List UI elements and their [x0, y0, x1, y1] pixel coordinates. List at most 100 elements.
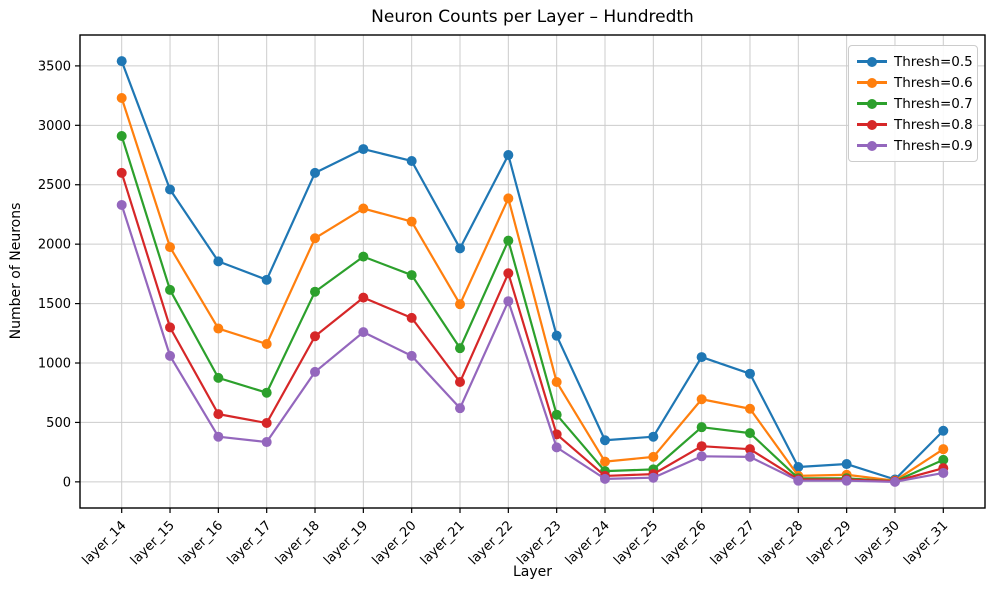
- data-point: [261, 387, 272, 398]
- x-axis-label: Layer: [512, 564, 553, 580]
- data-point: [455, 403, 466, 414]
- data-point: [551, 330, 562, 341]
- data-point: [455, 343, 466, 354]
- y-tick-label: 3000: [38, 119, 71, 134]
- data-point: [310, 233, 321, 244]
- y-tick-label: 0: [63, 475, 71, 490]
- x-tick-label: layer_31: [901, 518, 951, 568]
- data-point: [116, 167, 127, 178]
- data-point: [116, 131, 127, 142]
- data-point: [696, 352, 707, 363]
- x-tick-label: layer_22: [466, 518, 516, 568]
- x-tick-label: layer_16: [176, 518, 226, 568]
- data-point: [116, 92, 127, 103]
- x-tick-label: layer_29: [805, 518, 855, 568]
- data-point: [503, 268, 514, 279]
- x-tick-label: layer_28: [756, 518, 806, 568]
- x-tick-label: layer_17: [225, 518, 275, 568]
- data-point: [358, 292, 369, 303]
- x-tick-label: layer_20: [370, 518, 420, 568]
- data-point: [261, 274, 272, 285]
- data-point: [551, 409, 562, 420]
- x-tick-label: layer_25: [611, 518, 661, 568]
- data-point: [261, 338, 272, 349]
- x-tick-label: layer_24: [563, 518, 613, 568]
- data-point: [406, 155, 417, 166]
- legend-item: Thresh=0.5: [857, 51, 973, 72]
- data-point: [744, 368, 755, 379]
- data-point: [406, 350, 417, 361]
- data-point: [116, 199, 127, 210]
- data-point: [310, 286, 321, 297]
- series-line-thresh-0.5: [120, 60, 945, 481]
- legend-line-marker-icon: [857, 56, 887, 67]
- legend-label: Thresh=0.9: [894, 137, 973, 154]
- data-point: [938, 467, 949, 478]
- data-point: [455, 243, 466, 254]
- data-point: [213, 256, 224, 267]
- plot-frame: [79, 34, 986, 509]
- data-point: [165, 184, 176, 195]
- y-axis-label: Number of Neurons: [8, 202, 24, 340]
- data-point: [841, 475, 852, 486]
- data-point: [938, 425, 949, 436]
- data-point: [310, 167, 321, 178]
- data-point: [889, 476, 900, 487]
- legend: Thresh=0.5 Thresh=0.6 Thresh=0.7 Thresh=…: [848, 45, 978, 162]
- x-tick-label: layer_27: [708, 518, 758, 568]
- data-point: [503, 150, 514, 161]
- data-point: [503, 296, 514, 307]
- series-line-thresh-0.8: [120, 172, 944, 483]
- x-tick-label: layer_21: [418, 518, 468, 568]
- series-line-thresh-0.9: [120, 204, 944, 483]
- legend-label: Thresh=0.5: [894, 53, 973, 70]
- data-point: [938, 454, 949, 465]
- y-tick-label: 2000: [38, 238, 71, 253]
- data-point: [793, 461, 804, 472]
- data-point: [648, 451, 659, 462]
- data-point: [455, 377, 466, 388]
- data-point: [696, 394, 707, 405]
- data-point: [310, 366, 321, 377]
- data-point: [261, 418, 272, 429]
- y-tick-label: 1000: [38, 357, 71, 372]
- data-point: [599, 435, 610, 446]
- x-tick-label: layer_23: [515, 518, 565, 568]
- data-point: [406, 270, 417, 281]
- legend-line-marker-icon: [857, 98, 887, 109]
- data-point: [744, 428, 755, 439]
- data-point: [793, 475, 804, 486]
- chart-title: Neuron Counts per Layer – Hundredth: [371, 7, 694, 27]
- legend-label: Thresh=0.8: [894, 116, 973, 133]
- data-point: [841, 459, 852, 470]
- data-point: [116, 56, 127, 67]
- legend-line-marker-icon: [857, 119, 887, 130]
- legend-item: Thresh=0.6: [857, 72, 973, 93]
- data-point: [696, 422, 707, 433]
- data-point: [599, 456, 610, 467]
- x-tick-label: layer_18: [273, 518, 323, 568]
- data-point: [213, 372, 224, 383]
- y-tick-label: 2500: [38, 178, 71, 193]
- legend-item: Thresh=0.9: [857, 135, 973, 156]
- series-line-thresh-0.6: [120, 97, 944, 482]
- data-point: [551, 377, 562, 388]
- data-point: [938, 444, 949, 455]
- legend-line-marker-icon: [857, 140, 887, 151]
- data-point: [696, 451, 707, 462]
- x-tick-label: layer_26: [660, 518, 710, 568]
- data-point: [165, 284, 176, 295]
- y-tick-label: 500: [46, 416, 71, 431]
- data-point: [406, 216, 417, 227]
- data-point: [503, 193, 514, 204]
- series-line-thresh-0.7: [120, 135, 944, 483]
- data-point: [744, 403, 755, 414]
- data-point: [213, 431, 224, 442]
- data-point: [310, 331, 321, 342]
- data-point: [648, 472, 659, 483]
- data-point: [744, 451, 755, 462]
- x-tick-label: layer_19: [321, 518, 371, 568]
- y-tick-label: 3500: [38, 59, 71, 74]
